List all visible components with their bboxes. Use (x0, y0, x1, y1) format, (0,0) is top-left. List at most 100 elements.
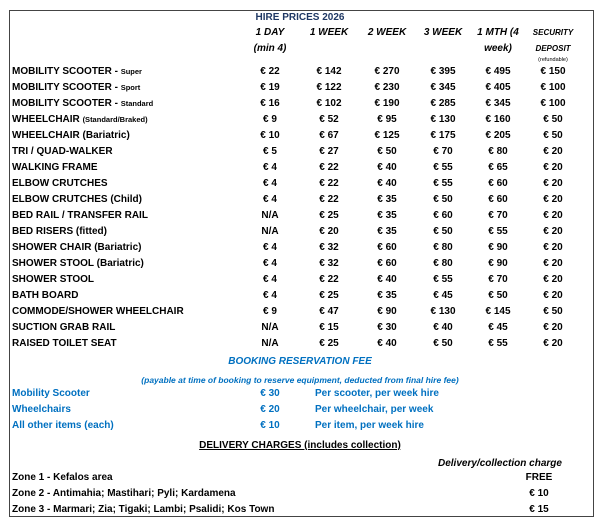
zone-row: Zone 1 - Kefalos area FREE (12, 470, 592, 486)
price-cell: € 145 (485, 306, 511, 317)
table-row: SHOWER CHAIR (Bariatric) € 4 € 32 € 60 € 80 €… (12, 240, 592, 256)
item-name-main: WHEELCHAIR (12, 114, 83, 125)
zone-charge: € 10 (529, 488, 549, 499)
price-cell: € 20 (543, 242, 563, 253)
price-cell: € 50 (433, 226, 453, 237)
item-name: TRI / QUAD-WALKER (12, 144, 113, 160)
zone-name: Zone 1 - Kefalos area (12, 472, 113, 483)
price-cell: € 55 (488, 338, 508, 349)
booking-fee: € 30 (260, 388, 280, 399)
price-cell: € 4 (263, 290, 277, 301)
price-cell: € 90 (488, 242, 508, 253)
delivery-charge-header: Delivery/collection charge (438, 458, 562, 469)
price-cell: € 50 (543, 114, 563, 125)
column-header-line: 1 MTH (4 (477, 27, 519, 38)
booking-row: Mobility Scooter € 30 Per scooter, per wee… (12, 386, 592, 402)
price-cell: € 35 (377, 194, 397, 205)
column-header: 1 WEEK (301, 25, 357, 41)
price-cell: € 32 (319, 242, 339, 253)
price-cell: N/A (261, 338, 279, 349)
price-cell: € 60 (488, 178, 508, 189)
item-name-main: ELBOW CRUTCHES (Child) (12, 194, 142, 205)
price-cell: N/A (261, 210, 279, 221)
item-name-main: COMMODE/SHOWER WHEELCHAIR (12, 306, 184, 317)
price-cell: € 230 (374, 82, 400, 93)
item-name-main: MOBILITY SCOOTER - (12, 98, 121, 109)
price-cell: € 19 (260, 82, 280, 93)
price-cell: € 25 (319, 290, 339, 301)
price-cell: € 50 (377, 146, 397, 157)
table-row: BED RAIL / TRANSFER RAIL N/A € 25 € 35 € 60 €… (12, 208, 592, 224)
zone-name: Zone 3 - Marmari; Zia; Tigaki; Lambi; Ps… (12, 504, 275, 515)
column-header: 3 WEEK (415, 25, 471, 41)
zone-row: Zone 3 - Marmari; Zia; Tigaki; Lambi; Ps… (12, 502, 592, 518)
item-name-main: SHOWER CHAIR (Bariatric) (12, 242, 142, 253)
price-cell: € 70 (488, 274, 508, 285)
item-name-main: SHOWER STOOL (Bariatric) (12, 258, 144, 269)
price-cell: € 70 (488, 210, 508, 221)
price-cell: € 22 (260, 66, 280, 77)
price-cell: € 20 (543, 210, 563, 221)
price-cell: € 60 (433, 210, 453, 221)
price-cell: € 35 (377, 210, 397, 221)
price-cell: € 20 (543, 290, 563, 301)
item-name: WALKING FRAME (12, 160, 98, 176)
price-cell: € 80 (488, 146, 508, 157)
zone-name: Zone 2 - Antimahia; Mastihari; Pyli; Kar… (12, 488, 236, 499)
price-cell: € 205 (485, 130, 511, 141)
price-cell: € 20 (319, 226, 339, 237)
price-cell: € 22 (319, 274, 339, 285)
price-cell: € 40 (377, 178, 397, 189)
price-cell: € 20 (543, 146, 563, 157)
item-name-main: BED RISERS (fitted) (12, 226, 107, 237)
item-name-main: ELBOW CRUTCHES (12, 178, 108, 189)
price-cell: € 4 (263, 178, 277, 189)
price-cell: € 70 (433, 146, 453, 157)
item-name: RAISED TOILET SEAT (12, 336, 117, 352)
column-header-line: 1 WEEK (309, 27, 349, 38)
price-cell: € 142 (316, 66, 342, 77)
price-cell: € 395 (430, 66, 456, 77)
price-cell: € 9 (263, 306, 277, 317)
table-row: SUCTION GRAB RAIL N/A € 15 € 30 € 40 € 45 € 20 (12, 320, 592, 336)
price-cell: € 4 (263, 274, 277, 285)
price-cell: € 345 (485, 98, 511, 109)
price-cell: € 40 (377, 162, 397, 173)
table-row: MOBILITY SCOOTER - Sport € 19 € 122 € 230 € … (12, 80, 592, 96)
table-row: BATH BOARD € 4 € 25 € 35 € 45 € 50 € 20 (12, 288, 592, 304)
zone-charge: FREE (525, 472, 553, 483)
column-header-line: 3 WEEK (423, 27, 463, 38)
price-cell: € 150 (540, 66, 566, 77)
price-cell: € 20 (543, 194, 563, 205)
price-cell: € 102 (316, 98, 342, 109)
price-cell: € 25 (319, 210, 339, 221)
booking-fee: € 20 (260, 404, 280, 415)
price-cell: € 50 (488, 290, 508, 301)
table-row: MOBILITY SCOOTER - Standard € 16 € 102 € 19… (12, 96, 592, 112)
price-cell: € 495 (485, 66, 511, 77)
price-cell: € 90 (377, 306, 397, 317)
table-row: ELBOW CRUTCHES € 4 € 22 € 40 € 55 € 60 € 20 (12, 176, 592, 192)
column-header-line: (min 4) (253, 43, 287, 54)
price-cell: € 20 (543, 338, 563, 349)
table-row: SHOWER STOOL € 4 € 22 € 40 € 55 € 70 € 20 (12, 272, 592, 288)
item-name-main: SHOWER STOOL (12, 274, 95, 285)
price-cell: € 4 (263, 242, 277, 253)
item-name: ELBOW CRUTCHES (12, 176, 108, 192)
price-cell: € 45 (433, 290, 453, 301)
price-cell: € 45 (488, 322, 508, 333)
price-cell: € 95 (377, 114, 397, 125)
price-cell: € 50 (543, 130, 563, 141)
price-cell: € 80 (433, 242, 453, 253)
price-cell: € 405 (485, 82, 511, 93)
item-name: COMMODE/SHOWER WHEELCHAIR (12, 304, 184, 320)
table-row: MOBILITY SCOOTER - Super € 22 € 142 € 270 € … (12, 64, 592, 80)
item-name: WHEELCHAIR (Standard/Braked) (12, 112, 148, 128)
price-cell: € 345 (430, 82, 456, 93)
column-header: 2 WEEK (359, 25, 415, 41)
price-cell: € 35 (377, 226, 397, 237)
price-cell: € 67 (319, 130, 339, 141)
item-name-main: BED RAIL / TRANSFER RAIL (12, 210, 148, 221)
item-name: SUCTION GRAB RAIL (12, 320, 115, 336)
table-row: SHOWER STOOL (Bariatric) € 4 € 32 € 60 € 80 €… (12, 256, 592, 272)
